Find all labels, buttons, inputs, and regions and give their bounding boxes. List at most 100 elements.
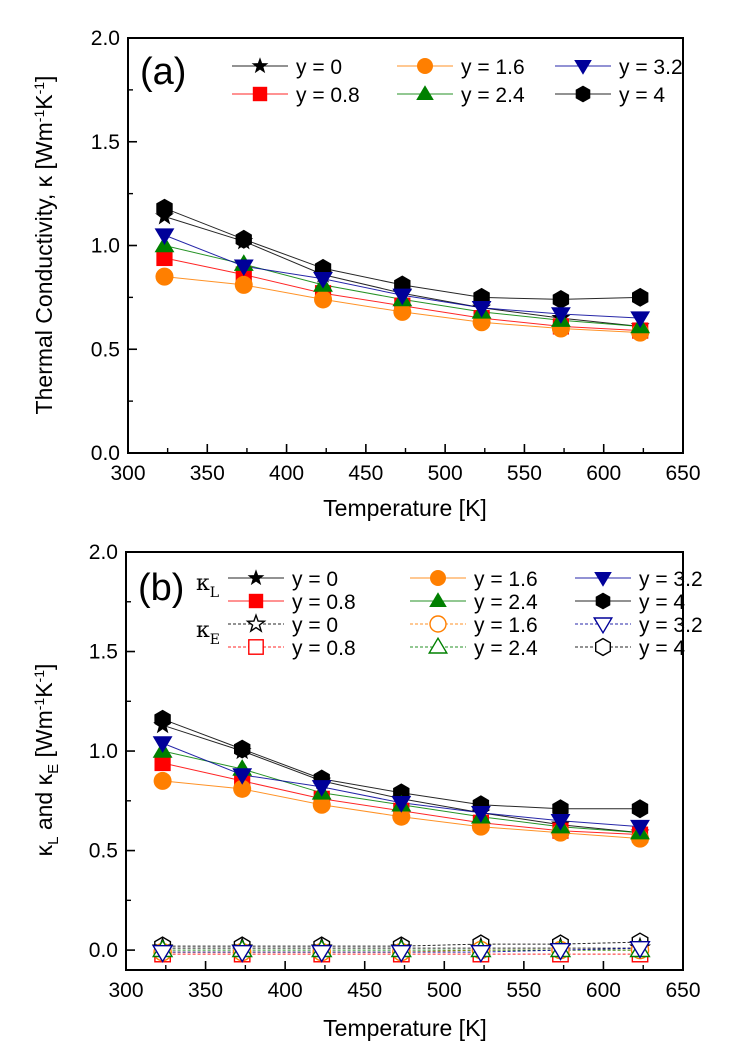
data-point-y-1-6	[314, 290, 333, 309]
y-tick-label: 1.5	[89, 641, 118, 664]
y-label-a-mid: K	[31, 94, 57, 110]
legend-label: y = 3.2	[639, 568, 703, 591]
legend-label: y = 1.6	[461, 56, 525, 79]
legend-marker-square	[252, 86, 268, 102]
data-point-kE-y-3-2	[629, 941, 651, 959]
y-label-a-sup1: -1	[31, 110, 47, 123]
y-label-b-k1: κ	[31, 844, 57, 856]
y-label-b-unit: [Wm	[31, 710, 57, 764]
data-point-kL-y-0	[153, 715, 172, 734]
y-label-b-k2: κ	[31, 773, 57, 785]
data-point-kE-y-3-2	[549, 943, 572, 961]
legend-marker-hexagon	[595, 592, 611, 610]
legend-marker-circle	[417, 58, 433, 74]
legend-marker-triangle-down	[574, 60, 592, 75]
data-point-y-3-2	[471, 301, 492, 318]
data-point-kE-y-3-2	[231, 945, 253, 963]
legend-marker-hexagon	[595, 637, 611, 657]
legend-label: y = 1.6	[474, 568, 538, 591]
data-point-kL-y-4	[552, 799, 569, 819]
legend-a: y = 0 y = 0.8 y = 1.6 y = 2.4 y = 3.2 y = 4	[232, 56, 683, 107]
data-point-kL-y-3-2	[391, 796, 412, 813]
legend-marker-triangle-up	[416, 85, 434, 100]
legend-marker-triangle-up	[427, 636, 449, 654]
y-tick-label: 0.5	[91, 338, 120, 361]
y-tick-label: 0.0	[89, 939, 118, 962]
legend-label: y = 0.8	[292, 591, 356, 614]
y-label-a-main: Thermal Conductivity, κ [Wm	[31, 122, 57, 414]
data-point-kL-y-3-2	[311, 780, 332, 797]
x-tick-label: 500	[427, 979, 462, 1002]
panel-label-a: (a)	[140, 51, 186, 93]
x-axis-label-b: Temperature [K]	[323, 1015, 487, 1041]
data-point-kL-y-0	[232, 741, 252, 760]
data-point-y-3-2	[233, 259, 254, 277]
legend-marker-star	[245, 613, 267, 633]
kappa-symbol: κ	[196, 618, 210, 643]
y-label-b-sup1: -1	[31, 698, 47, 711]
legend-marker-hexagon	[575, 85, 591, 103]
y-label-b-sub2: E	[45, 764, 62, 774]
data-point-kE-y-3-2	[470, 945, 492, 963]
y-axis-label-a: Thermal Conductivity, κ [Wm-1K-1]	[31, 76, 57, 415]
y-tick-label: 1.0	[89, 740, 118, 763]
data-point-kL-y-1-6	[233, 779, 252, 798]
data-point-kE-y-3-2	[151, 945, 174, 963]
y-label-b-end: ]	[31, 664, 57, 670]
x-tick-label: 450	[348, 462, 383, 485]
data-point-y-3-2	[154, 228, 175, 245]
legend-marker-square	[248, 639, 264, 655]
plot-frame-b	[125, 551, 684, 971]
legend-label: y = 0	[292, 614, 338, 637]
x-tick-label: 550	[506, 979, 541, 1002]
kappa-subscript: E	[210, 632, 220, 648]
data-point-kL-y-3-2	[550, 814, 571, 831]
x-tick-label: 600	[586, 462, 621, 485]
series-markers-b	[151, 709, 651, 963]
x-tick-label: 550	[507, 462, 542, 485]
x-tick-label: 500	[428, 462, 463, 485]
kappa-subscript: L	[210, 585, 219, 601]
panel-a: 300 350 400 450 500 550 600 6500.00.51.01.52.0 …	[31, 27, 701, 521]
data-point-kL-y-3-2	[152, 736, 173, 753]
legend-label: y = 4	[639, 637, 685, 660]
x-tick-label: 650	[665, 462, 700, 485]
data-point-y-3-2	[392, 288, 413, 306]
data-point-y-4	[632, 287, 649, 307]
data-point-kL-y-3-2	[232, 768, 253, 785]
y-tick-label: 0.5	[89, 840, 118, 863]
x-tick-label: 400	[268, 979, 303, 1002]
legend-label: y = 4	[639, 591, 685, 614]
kappa-symbol: κ	[196, 571, 210, 596]
plot-frame-a	[127, 37, 684, 454]
legend-marker-circle	[430, 570, 446, 586]
y-tick-label: 2.0	[91, 27, 120, 50]
data-point-y-4	[552, 290, 570, 309]
y-label-b-sup2: -1	[31, 670, 47, 683]
axis-ticks-b: 300 350 400 450 500 550 600 650 0.0 0.5 1.0 1.5 2.0	[89, 541, 701, 1002]
y-tick-label: 1.5	[91, 131, 120, 154]
x-tick-label: 650	[665, 979, 700, 1002]
legend-label: y = 0	[296, 56, 342, 79]
x-axis-label-a: Temperature [K]	[323, 495, 487, 521]
data-point-kL-y-0-8	[154, 754, 171, 772]
panel-label-b: (b)	[138, 567, 184, 609]
x-tick-label: 300	[110, 462, 145, 485]
data-point-kL-y-3-2	[630, 819, 650, 837]
legend-label: y = 4	[619, 84, 665, 107]
y-label-a-end: ]	[31, 76, 57, 82]
series-markers-a	[154, 198, 651, 342]
x-tick-label: 300	[108, 979, 143, 1002]
legend-marker-circle	[429, 615, 447, 633]
y-label-a-sup2: -1	[31, 82, 47, 95]
data-point-y-3-2	[313, 272, 333, 289]
y-label-b-and: and	[31, 785, 57, 836]
y-label-b-sub1: L	[45, 837, 62, 845]
legend-label: y = 0.8	[296, 84, 360, 107]
x-tick-label: 400	[269, 462, 304, 485]
y-axis-label-b: κL and κE [Wm-1K-1]	[31, 664, 62, 857]
data-point-y-1-6	[393, 302, 412, 321]
legend-marker-triangle-down	[592, 617, 614, 635]
x-tick-label: 350	[190, 462, 225, 485]
